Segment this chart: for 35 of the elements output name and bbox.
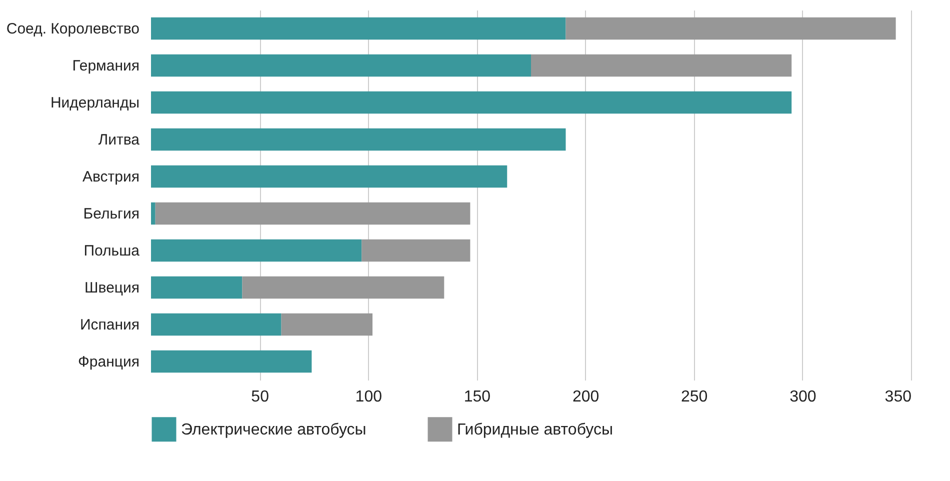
bar xyxy=(242,276,444,299)
x-tick-label: 50 xyxy=(251,388,270,406)
bar xyxy=(151,350,312,373)
bar xyxy=(531,54,792,77)
bar xyxy=(151,54,531,77)
bar xyxy=(151,17,566,40)
y-tick-label: Испания xyxy=(80,316,140,334)
bar xyxy=(151,313,282,336)
x-tick-label: 350 xyxy=(884,388,912,406)
bar xyxy=(151,239,362,262)
bar xyxy=(155,202,470,225)
y-tick-label: Нидерланды xyxy=(50,94,140,112)
y-tick-label: Германия xyxy=(72,58,140,74)
y-tick-label: Соед. Королевство xyxy=(6,20,140,38)
legend-label: Электрические автобусы xyxy=(181,421,366,438)
y-tick-label: Польша xyxy=(84,242,140,260)
bar xyxy=(151,128,566,151)
bar xyxy=(151,276,242,299)
y-tick-label: Австрия xyxy=(82,168,140,186)
y-tick-label: Бельгия xyxy=(83,206,140,222)
x-tick-label: 150 xyxy=(464,388,491,406)
legend-label: Гибридные автобусы xyxy=(457,421,613,438)
bar xyxy=(566,17,896,40)
bar xyxy=(151,91,792,114)
y-tick-label: Литва xyxy=(98,132,140,148)
x-tick-label: 250 xyxy=(681,388,708,406)
bar xyxy=(151,165,508,188)
x-tick-label: 100 xyxy=(355,388,382,406)
y-tick-label: Франция xyxy=(78,354,140,370)
x-tick-label: 200 xyxy=(572,388,600,406)
bar xyxy=(362,239,470,262)
x-tick-label: 300 xyxy=(790,388,816,406)
y-tick-label: Швеция xyxy=(84,280,140,296)
bar xyxy=(151,202,156,225)
bar xyxy=(281,313,372,336)
